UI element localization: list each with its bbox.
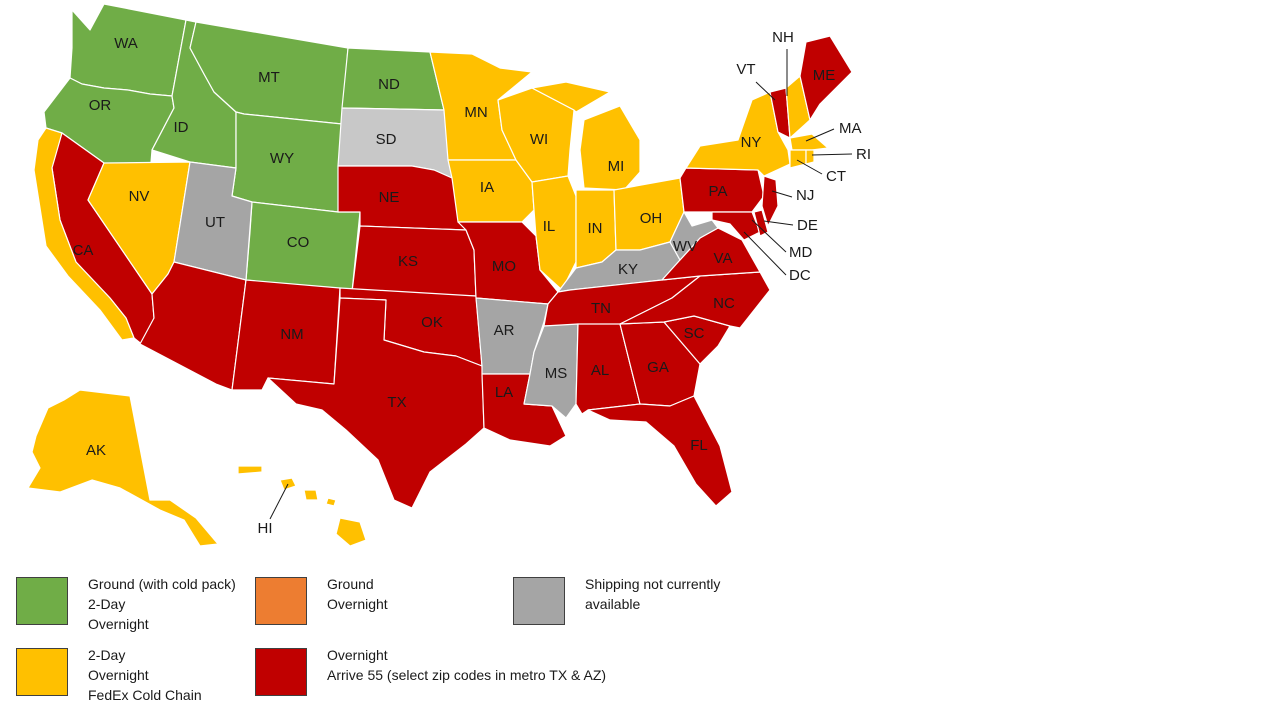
legend-overnight-arrive55: Overnight Arrive 55 (select zip codes in… bbox=[255, 647, 607, 696]
leader-CT bbox=[796, 159, 823, 175]
leader-HI bbox=[269, 483, 289, 520]
legend-swatch-red bbox=[255, 648, 307, 696]
label-AL: AL bbox=[591, 362, 609, 379]
state-AK[interactable] bbox=[27, 389, 219, 547]
label-NM: NM bbox=[280, 326, 303, 343]
label-WA: WA bbox=[114, 35, 138, 52]
label-TX: TX bbox=[387, 394, 406, 411]
state-CT[interactable] bbox=[789, 149, 807, 169]
label-MS: MS bbox=[545, 365, 568, 382]
state-DE[interactable] bbox=[753, 209, 769, 237]
label-SC: SC bbox=[684, 325, 705, 342]
label-MO: MO bbox=[492, 258, 516, 275]
leader-DE bbox=[763, 220, 794, 226]
state-FL[interactable] bbox=[587, 395, 733, 507]
legend-swatch-green bbox=[16, 577, 68, 625]
label-VT: VT bbox=[736, 61, 755, 78]
leader-NJ bbox=[771, 190, 793, 198]
label-MA: MA bbox=[839, 120, 862, 137]
label-IN: IN bbox=[588, 220, 603, 237]
label-ME: ME bbox=[813, 67, 836, 84]
state-HI[interactable] bbox=[237, 465, 367, 547]
label-OH: OH bbox=[640, 210, 663, 227]
label-UT: UT bbox=[205, 214, 225, 231]
state-TX[interactable] bbox=[267, 297, 485, 509]
state-NJ[interactable] bbox=[761, 175, 779, 227]
label-GA: GA bbox=[647, 359, 669, 376]
label-ID: ID bbox=[174, 119, 189, 136]
label-MD: MD bbox=[789, 244, 812, 261]
label-PA: PA bbox=[709, 183, 728, 200]
label-IA: IA bbox=[480, 179, 494, 196]
legend-not-available: Shipping not currently available bbox=[513, 576, 721, 625]
label-WY: WY bbox=[270, 150, 294, 167]
label-CO: CO bbox=[287, 234, 310, 251]
label-AK: AK bbox=[86, 442, 106, 459]
label-SD: SD bbox=[376, 131, 397, 148]
label-WI: WI bbox=[530, 131, 548, 148]
label-MT: MT bbox=[258, 69, 280, 86]
legend-text: 2-Day Overnight FedEx Cold Chain bbox=[88, 647, 202, 703]
label-IL: IL bbox=[543, 218, 556, 235]
label-KY: KY bbox=[618, 261, 638, 278]
label-TN: TN bbox=[591, 300, 611, 317]
leader-VT bbox=[755, 81, 776, 101]
label-WV: WV bbox=[673, 238, 697, 255]
label-OR: OR bbox=[89, 97, 112, 114]
label-CA: CA bbox=[73, 242, 94, 259]
label-NH: NH bbox=[772, 29, 794, 46]
legend-text: Ground Overnight bbox=[327, 576, 388, 612]
label-LA: LA bbox=[495, 384, 513, 401]
legend-ground-overnight: Ground Overnight bbox=[255, 576, 388, 625]
state-ME[interactable] bbox=[799, 35, 853, 121]
state-WV[interactable] bbox=[669, 211, 719, 261]
label-NJ: NJ bbox=[796, 187, 814, 204]
legend-ground-2day-overnight: Ground (with cold pack) 2-Day Overnight bbox=[16, 576, 236, 634]
label-HI: HI bbox=[258, 520, 273, 537]
legend-swatch-gray bbox=[513, 577, 565, 625]
state-MI[interactable] bbox=[579, 105, 641, 191]
label-ND: ND bbox=[378, 76, 400, 93]
label-CT: CT bbox=[826, 168, 846, 185]
leader-MA bbox=[805, 128, 835, 142]
legend-swatch-orange bbox=[255, 577, 307, 625]
label-DE: DE bbox=[797, 217, 818, 234]
state-MA[interactable] bbox=[789, 133, 829, 151]
label-NY: NY bbox=[741, 134, 762, 151]
label-NE: NE bbox=[379, 189, 400, 206]
legend-2day-overnight-coldchain: 2-Day Overnight FedEx Cold Chain bbox=[16, 647, 202, 705]
label-NC: NC bbox=[713, 295, 735, 312]
legend-text: Overnight Arrive 55 (select zip codes in… bbox=[327, 647, 607, 683]
label-RI: RI bbox=[856, 146, 871, 163]
label-FL: FL bbox=[690, 437, 708, 454]
label-AR: AR bbox=[494, 322, 515, 339]
label-OK: OK bbox=[421, 314, 443, 331]
label-MI: MI bbox=[608, 158, 625, 175]
legend-text: Ground (with cold pack) 2-Day Overnight bbox=[88, 576, 236, 632]
leader-MD bbox=[751, 219, 787, 253]
label-MN: MN bbox=[464, 104, 487, 121]
leader-DC bbox=[743, 231, 787, 276]
legend-text: Shipping not currently available bbox=[585, 576, 721, 612]
label-KS: KS bbox=[398, 253, 418, 270]
state-MI-up[interactable] bbox=[531, 81, 611, 113]
state-RI[interactable] bbox=[805, 149, 815, 165]
label-DC: DC bbox=[789, 267, 811, 284]
legend-swatch-yellow bbox=[16, 648, 68, 696]
state-MD[interactable] bbox=[711, 211, 761, 241]
label-NV: NV bbox=[129, 188, 150, 205]
leader-RI bbox=[811, 153, 853, 156]
label-VA: VA bbox=[714, 250, 733, 267]
state-CA-coast bbox=[33, 127, 135, 341]
